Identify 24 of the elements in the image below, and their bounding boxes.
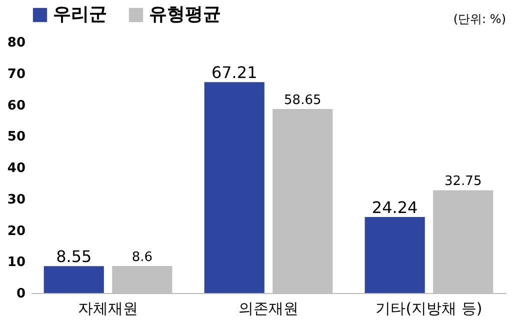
legend-label: 유형평균 xyxy=(149,4,221,25)
y-tick-label: 10 xyxy=(7,255,26,270)
bar xyxy=(364,216,425,293)
y-tick-label: 80 xyxy=(7,36,26,50)
legend-label: 우리군 xyxy=(53,4,107,25)
data-label: 8.6 xyxy=(132,250,153,266)
y-tick-label: 40 xyxy=(7,161,26,176)
x-tick-label: 기타(지방채 등) xyxy=(376,300,482,318)
y-tick-label: 30 xyxy=(7,192,26,208)
y-tick-label: 60 xyxy=(7,98,26,114)
x-tick-label: 의존재원 xyxy=(238,300,298,318)
text: (단위: %) xyxy=(453,12,506,26)
y-tick-label: 70 xyxy=(7,66,26,82)
y-tick-label: 20 xyxy=(7,224,26,239)
data-label: 67.21 xyxy=(211,63,258,82)
y-tick-label: 0 xyxy=(16,286,26,302)
bar xyxy=(44,266,104,293)
data-label: 58.65 xyxy=(284,92,322,108)
y-tick-label: 50 xyxy=(7,130,26,145)
x-tick-label: 자체재원 xyxy=(78,300,138,318)
data-label: 32.75 xyxy=(444,174,482,190)
bar xyxy=(204,82,264,293)
data-label: 8.55 xyxy=(56,247,92,266)
data-label: 24.24 xyxy=(372,198,418,217)
